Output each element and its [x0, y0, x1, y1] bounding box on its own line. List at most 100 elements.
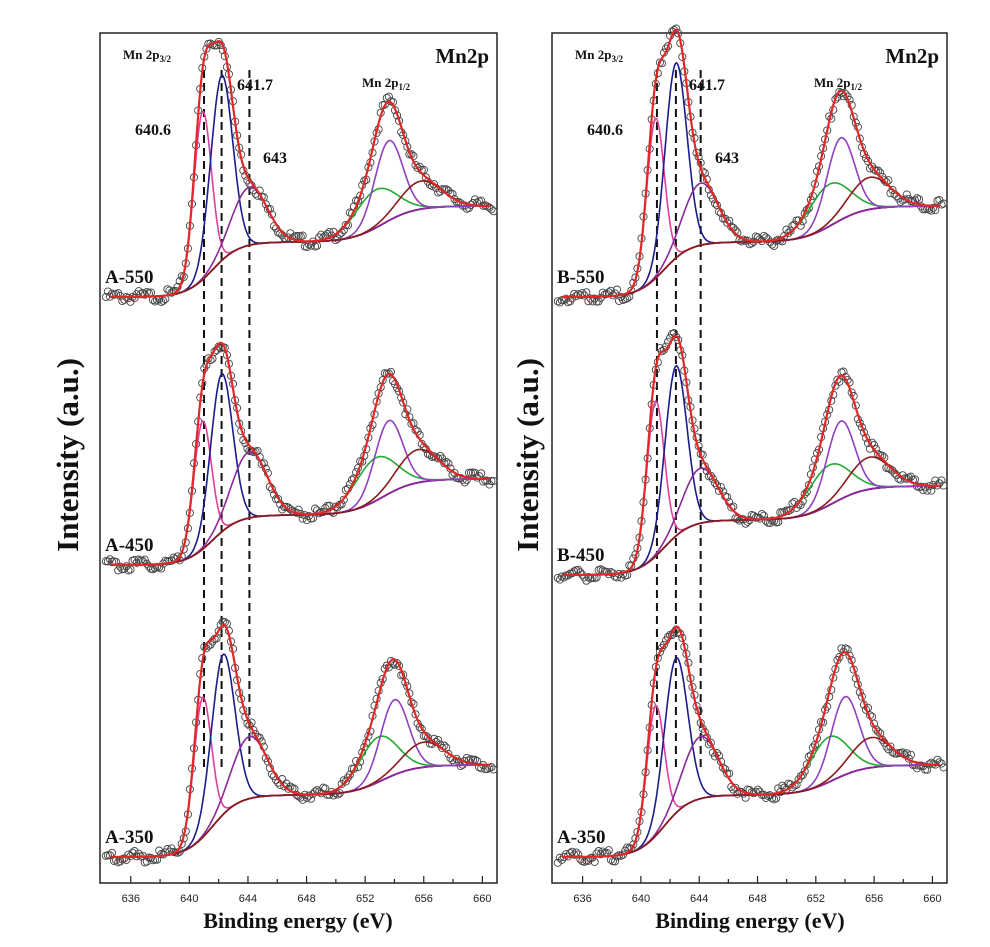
spectrum-B-550: B-550	[553, 24, 948, 307]
data-point	[723, 218, 732, 227]
data-point	[284, 784, 293, 793]
data-point	[470, 468, 480, 478]
data-point	[757, 510, 766, 519]
component-peak-655.7	[562, 176, 941, 298]
data-point	[937, 759, 946, 768]
data-point	[157, 297, 166, 306]
data-point	[888, 185, 897, 194]
data-point	[280, 782, 289, 791]
x-tick-label: 660	[473, 893, 491, 905]
data-point	[568, 294, 577, 303]
fit-envelope-curve	[562, 625, 940, 859]
data-point	[103, 287, 112, 296]
fit-envelope-curve	[110, 341, 490, 567]
data-point	[487, 763, 496, 772]
data-point	[708, 474, 717, 483]
data-point	[733, 514, 742, 524]
data-point	[596, 850, 605, 859]
data-point	[429, 180, 439, 189]
annotation-mn-2p1-2: Mn 2p1/2	[814, 75, 862, 92]
data-point	[590, 857, 599, 866]
data-point	[902, 190, 911, 199]
fit-envelope-curve	[562, 28, 941, 299]
data-point	[606, 286, 615, 295]
data-point	[784, 228, 793, 238]
data-point	[477, 469, 486, 478]
component-peak-653.6	[110, 139, 490, 298]
spectrum-A-550: A-550	[101, 37, 498, 306]
data-point	[423, 733, 432, 742]
data-point	[434, 735, 443, 745]
sample-label: A-550	[105, 267, 154, 288]
data-point	[939, 199, 948, 208]
data-point	[298, 231, 307, 240]
data-point	[466, 468, 475, 477]
data-point	[159, 296, 168, 305]
x-tick-label: 644	[690, 893, 708, 905]
data-point	[606, 568, 615, 577]
data-point	[146, 853, 156, 862]
data-point	[841, 90, 850, 99]
data-point	[902, 749, 911, 758]
sample-label: B-450	[557, 545, 605, 566]
data-point	[874, 727, 883, 736]
energy-annotation: 641.7	[237, 77, 273, 94]
data-point	[835, 653, 844, 662]
data-point	[553, 858, 562, 867]
energy-annotation: 641.7	[689, 77, 725, 94]
data-point	[411, 710, 420, 719]
component-peak-652.9	[562, 735, 940, 858]
data-point	[923, 765, 932, 774]
x-tick-label: 640	[180, 893, 198, 905]
data-point	[788, 499, 797, 508]
data-point	[116, 562, 125, 571]
x-tick-label: 644	[239, 893, 257, 905]
data-point	[140, 555, 149, 564]
x-tick-label: 656	[865, 893, 883, 905]
data-point	[101, 292, 110, 302]
data-point	[733, 789, 742, 798]
data-point	[598, 847, 607, 856]
component-peak-653.7	[562, 136, 940, 298]
energy-annotation: 643	[715, 150, 739, 167]
plot-frame	[551, 32, 948, 884]
panel-title: Mn2p	[435, 44, 489, 68]
data-point	[341, 777, 350, 786]
data-point	[134, 555, 143, 564]
fit-envelope-curve	[110, 39, 491, 299]
spectrum-B-450: B-450	[553, 329, 948, 585]
data-point	[103, 557, 112, 566]
x-tick-label: 656	[415, 893, 433, 905]
component-peak-640.9	[110, 420, 490, 566]
x-axis-label: Binding energy (eV)	[655, 908, 844, 933]
data-point	[706, 738, 715, 747]
component-peak-641	[562, 705, 940, 858]
energy-annotation: 640.6	[135, 122, 171, 139]
data-point	[574, 565, 583, 574]
data-point	[914, 195, 924, 204]
component-peak-642.2	[110, 373, 490, 566]
data-point	[444, 749, 453, 759]
data-point	[384, 92, 393, 101]
x-tick-label: 636	[122, 893, 140, 905]
background-curve	[110, 205, 490, 298]
data-point	[888, 466, 897, 475]
component-peak-642.4	[562, 656, 940, 858]
data-point	[937, 476, 946, 485]
background-curve	[562, 485, 940, 576]
data-point	[302, 516, 311, 525]
panel-title: Mn2p	[885, 44, 939, 68]
data-point	[456, 473, 465, 482]
data-point	[413, 163, 422, 172]
data-point	[302, 242, 311, 252]
background-curve	[562, 205, 940, 298]
data-point	[489, 765, 498, 774]
data-point	[610, 857, 620, 866]
data-point	[574, 850, 583, 859]
data-point	[753, 785, 762, 794]
data-point	[442, 457, 451, 466]
data-point	[604, 846, 613, 855]
data-point	[438, 185, 447, 194]
data-point	[487, 477, 496, 486]
data-point	[929, 203, 938, 212]
